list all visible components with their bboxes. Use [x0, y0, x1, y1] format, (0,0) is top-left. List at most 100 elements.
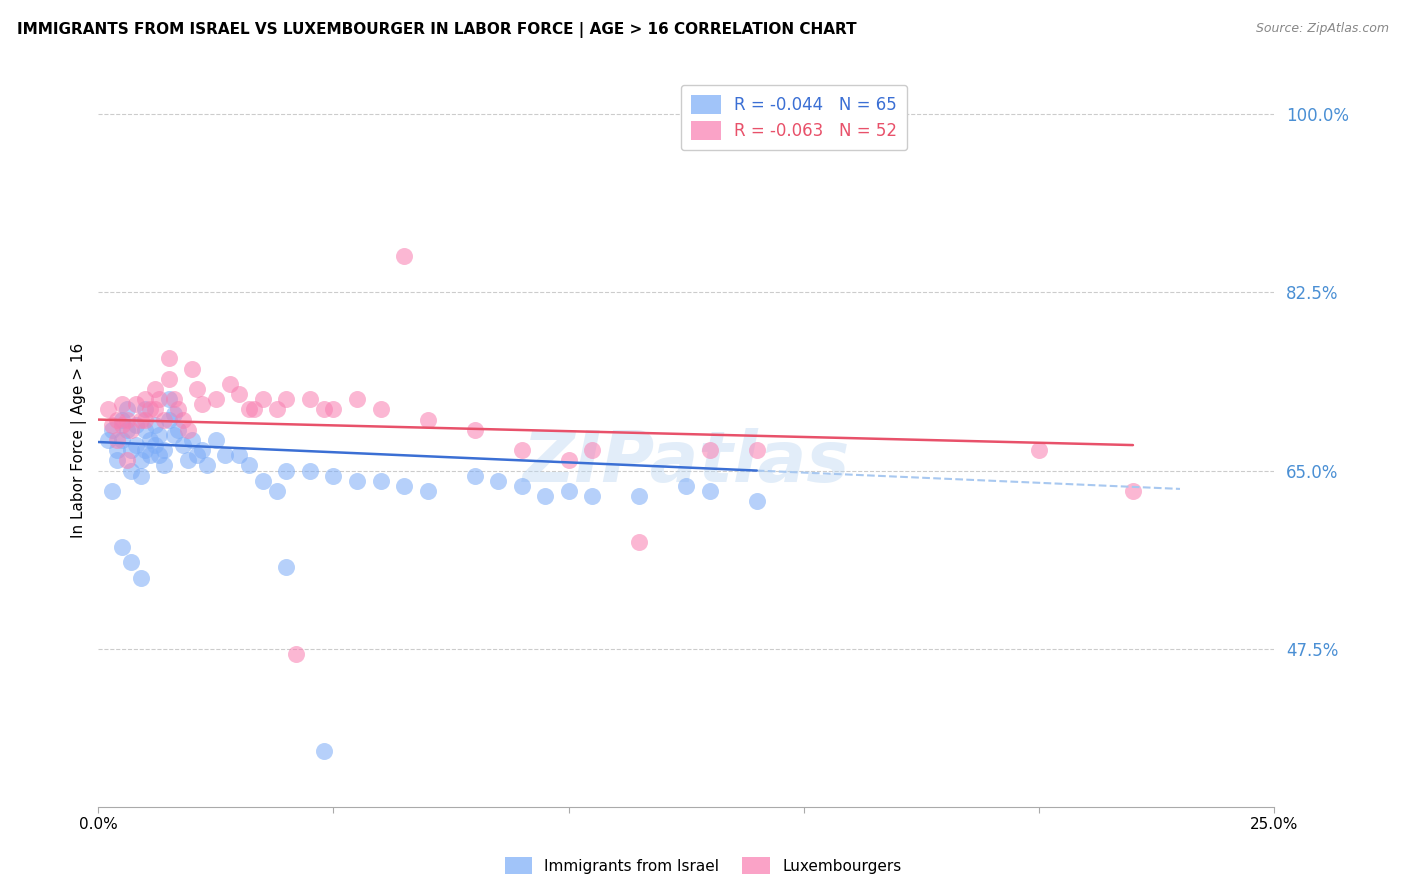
Point: [148, 428, 170, 442]
Point: [162, 408, 184, 422]
Point: [675, 479, 697, 493]
Point: [120, 443, 142, 458]
Point: [143, 417, 166, 432]
Point: [143, 438, 166, 452]
Point: [322, 468, 344, 483]
Point: [115, 412, 138, 426]
Point: [111, 540, 134, 554]
Point: [276, 560, 298, 574]
Point: [143, 382, 166, 396]
Point: [134, 392, 156, 407]
Point: [153, 443, 176, 458]
Point: [1028, 443, 1050, 458]
Point: [186, 448, 208, 462]
Point: [205, 433, 228, 447]
Point: [134, 423, 156, 437]
Point: [105, 443, 128, 458]
Point: [120, 423, 142, 437]
Point: [464, 423, 486, 437]
Point: [392, 250, 415, 264]
Point: [162, 392, 184, 407]
Point: [284, 647, 307, 661]
Point: [153, 458, 176, 473]
Point: [266, 483, 288, 498]
Point: [298, 464, 321, 478]
Legend: Immigrants from Israel, Luxembourgers: Immigrants from Israel, Luxembourgers: [499, 851, 907, 880]
Point: [139, 448, 162, 462]
Point: [238, 458, 260, 473]
Point: [745, 443, 768, 458]
Point: [101, 423, 124, 437]
Point: [266, 402, 288, 417]
Point: [581, 489, 603, 503]
Point: [111, 417, 134, 432]
Point: [370, 402, 392, 417]
Point: [699, 443, 721, 458]
Point: [157, 351, 180, 366]
Point: [134, 443, 156, 458]
Point: [214, 448, 236, 462]
Point: [228, 448, 250, 462]
Point: [322, 402, 344, 417]
Point: [219, 376, 242, 391]
Point: [205, 392, 228, 407]
Point: [557, 453, 579, 467]
Point: [486, 474, 509, 488]
Point: [134, 402, 156, 417]
Point: [111, 397, 134, 411]
Point: [346, 392, 368, 407]
Point: [101, 417, 124, 432]
Point: [416, 483, 439, 498]
Point: [628, 535, 651, 549]
Point: [699, 483, 721, 498]
Point: [125, 417, 148, 432]
Point: [228, 387, 250, 401]
Point: [115, 402, 138, 417]
Point: [510, 443, 533, 458]
Point: [298, 392, 321, 407]
Point: [195, 458, 218, 473]
Point: [181, 361, 204, 376]
Point: [252, 474, 274, 488]
Point: [148, 392, 170, 407]
Point: [120, 464, 142, 478]
Point: [148, 448, 170, 462]
Text: IMMIGRANTS FROM ISRAEL VS LUXEMBOURGER IN LABOR FORCE | AGE > 16 CORRELATION CHA: IMMIGRANTS FROM ISRAEL VS LUXEMBOURGER I…: [17, 22, 856, 38]
Point: [177, 453, 200, 467]
Point: [312, 744, 335, 758]
Point: [510, 479, 533, 493]
Point: [139, 433, 162, 447]
Point: [181, 433, 204, 447]
Point: [111, 433, 134, 447]
Point: [139, 402, 162, 417]
Point: [370, 474, 392, 488]
Point: [167, 402, 190, 417]
Point: [115, 423, 138, 437]
Point: [238, 402, 260, 417]
Legend: R = -0.044   N = 65, R = -0.063   N = 52: R = -0.044 N = 65, R = -0.063 N = 52: [681, 85, 907, 150]
Point: [125, 397, 148, 411]
Point: [129, 571, 152, 585]
Point: [153, 412, 176, 426]
Point: [464, 468, 486, 483]
Point: [105, 412, 128, 426]
Point: [557, 483, 579, 498]
Point: [129, 453, 152, 467]
Point: [97, 402, 120, 417]
Point: [276, 392, 298, 407]
Point: [1122, 483, 1144, 498]
Point: [745, 494, 768, 508]
Point: [177, 423, 200, 437]
Point: [101, 483, 124, 498]
Point: [534, 489, 557, 503]
Y-axis label: In Labor Force | Age > 16: In Labor Force | Age > 16: [72, 343, 87, 538]
Text: Source: ZipAtlas.com: Source: ZipAtlas.com: [1256, 22, 1389, 36]
Point: [157, 372, 180, 386]
Point: [628, 489, 651, 503]
Point: [191, 443, 214, 458]
Point: [276, 464, 298, 478]
Point: [252, 392, 274, 407]
Point: [97, 433, 120, 447]
Point: [105, 453, 128, 467]
Point: [312, 402, 335, 417]
